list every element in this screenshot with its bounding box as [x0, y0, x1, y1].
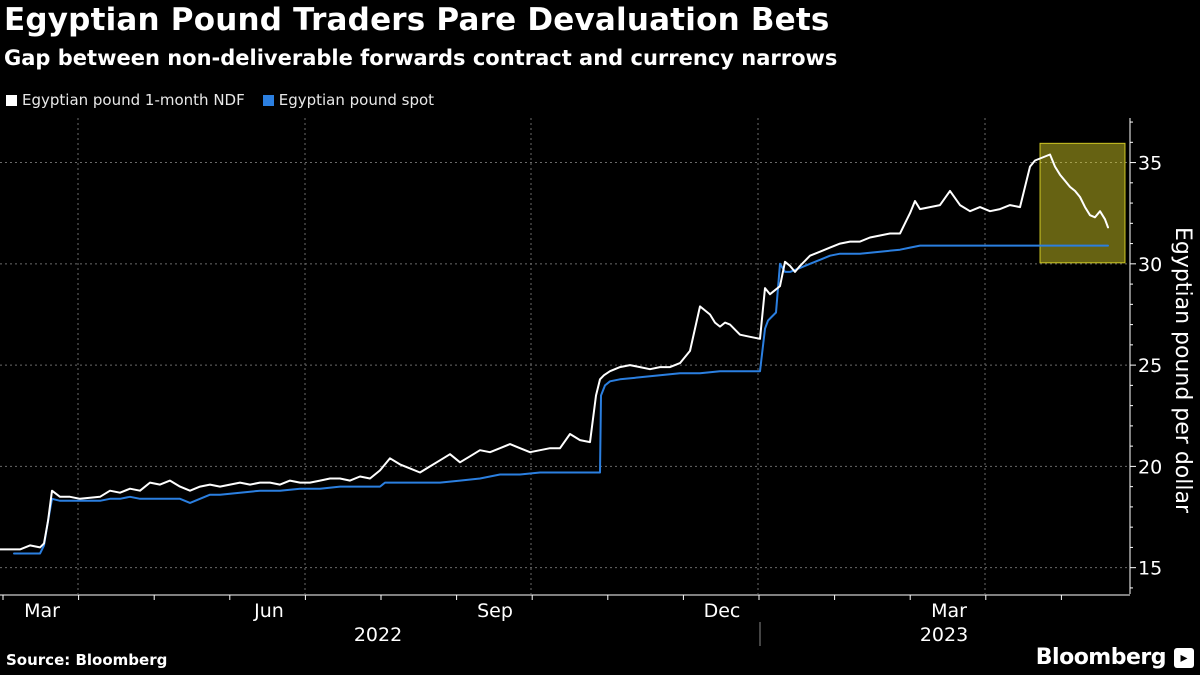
y-tick-label-30: 30 — [1138, 254, 1162, 276]
legend-item-ndf: Egyptian pound 1-month NDF — [6, 91, 245, 109]
x-axis: Mar Jun Sep Dec Mar 2022 2023 — [0, 594, 1130, 646]
x-tick-label-4: Mar — [931, 600, 967, 622]
x-tick-label-2: Sep — [477, 600, 513, 622]
legend: Egyptian pound 1-month NDF Egyptian poun… — [6, 91, 434, 109]
y-tick-label-15: 15 — [1138, 558, 1162, 580]
bloomberg-logo: Bloomberg — [1035, 645, 1167, 670]
legend-item-spot: Egyptian pound spot — [262, 91, 435, 109]
y-tick-label-25: 25 — [1138, 355, 1162, 377]
x-tick-label-1: Jun — [253, 600, 284, 622]
y-axis-title: Egyptian pound per dollar — [1170, 227, 1195, 514]
legend-label-spot: Egyptian pound spot — [278, 91, 435, 109]
y-tick-label-35: 35 — [1138, 153, 1162, 175]
grid-lines — [0, 118, 1128, 594]
y-tick-label-20: 20 — [1138, 456, 1162, 478]
bloomberg-terminal-icon: ▸ — [1174, 648, 1194, 668]
legend-swatch-spot — [262, 94, 274, 106]
series-line-spot — [13, 244, 1109, 555]
chart-title: Egyptian Pound Traders Pare Devaluation … — [4, 2, 830, 38]
x-year-label-0: 2022 — [354, 624, 402, 646]
x-year-label-1: 2023 — [920, 624, 968, 646]
x-tick-label-3: Dec — [704, 600, 741, 622]
series-lines — [0, 153, 1109, 555]
x-tick-label-0: Mar — [24, 600, 60, 622]
chart-subtitle: Gap between non-deliverable forwards con… — [4, 46, 838, 70]
legend-label-ndf: Egyptian pound 1-month NDF — [22, 91, 245, 109]
series-line-ndf — [0, 153, 1109, 551]
y-axis: 15 20 25 30 35 — [1129, 118, 1162, 594]
legend-swatch-ndf — [6, 94, 17, 106]
source-note: Source: Bloomberg — [6, 651, 168, 669]
